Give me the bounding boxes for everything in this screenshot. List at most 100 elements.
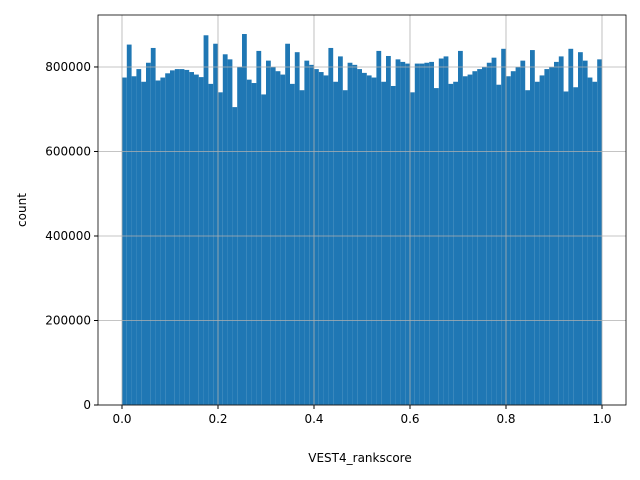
bar xyxy=(352,64,358,405)
bar xyxy=(256,50,262,405)
bar xyxy=(563,91,569,405)
bar xyxy=(582,60,588,406)
bar xyxy=(280,74,286,406)
bar xyxy=(472,71,478,406)
bar xyxy=(357,69,362,406)
bar xyxy=(376,50,382,405)
bar xyxy=(198,77,204,406)
bar xyxy=(314,69,319,406)
bar xyxy=(510,71,516,406)
y-tick-label: 400000 xyxy=(45,229,91,243)
x-tick-label: 1.0 xyxy=(592,412,611,426)
bar xyxy=(131,76,137,405)
y-tick-label: 600000 xyxy=(45,144,91,158)
bar xyxy=(434,88,439,405)
bar xyxy=(558,56,564,406)
bar xyxy=(122,77,127,405)
bar xyxy=(323,75,329,405)
bar xyxy=(266,60,271,406)
y-axis-label: count xyxy=(15,193,29,227)
bar xyxy=(126,44,132,406)
bar xyxy=(491,57,497,405)
y-tick-label: 800000 xyxy=(45,60,91,74)
bar xyxy=(462,76,468,405)
bar xyxy=(179,69,185,406)
x-tick-label: 0.8 xyxy=(496,412,515,426)
bar xyxy=(304,60,310,406)
bar xyxy=(448,83,454,406)
bar xyxy=(467,74,473,406)
bar xyxy=(232,107,238,406)
bar xyxy=(501,48,506,405)
bar xyxy=(150,47,156,406)
bar xyxy=(285,43,290,406)
bar xyxy=(208,83,214,406)
bar xyxy=(213,43,218,406)
bar xyxy=(506,76,511,405)
bar xyxy=(165,73,170,405)
bar xyxy=(405,63,410,405)
x-axis-label: VEST4_rankscore xyxy=(308,451,411,465)
bar xyxy=(386,55,391,406)
bar xyxy=(525,90,530,405)
bar xyxy=(170,70,175,405)
bar xyxy=(174,69,180,406)
bar xyxy=(141,81,146,406)
bar xyxy=(290,83,295,406)
bar xyxy=(443,56,449,406)
x-tick-label: 0.6 xyxy=(400,412,419,426)
bar xyxy=(342,90,348,405)
bar xyxy=(184,69,190,406)
bar xyxy=(251,83,257,405)
bar xyxy=(366,75,372,405)
bar xyxy=(261,94,266,406)
y-tick-label: 200000 xyxy=(45,313,91,327)
bar xyxy=(438,58,444,406)
x-tick-label: 0.4 xyxy=(304,412,323,426)
bar xyxy=(410,92,415,405)
bar xyxy=(146,62,151,405)
bar xyxy=(458,50,463,405)
bar xyxy=(328,47,334,406)
bar xyxy=(318,72,324,406)
bar xyxy=(592,81,598,406)
x-tick-label: 0.2 xyxy=(208,412,227,426)
bar xyxy=(294,52,300,405)
bar xyxy=(486,62,492,405)
bar xyxy=(222,54,228,405)
x-tick-label: 0.0 xyxy=(112,412,131,426)
bar xyxy=(496,84,502,405)
bar xyxy=(395,59,401,405)
bar xyxy=(299,90,305,405)
bar xyxy=(227,59,233,405)
bar xyxy=(347,62,353,405)
bar xyxy=(573,87,578,405)
bar xyxy=(189,72,194,406)
bar xyxy=(390,85,396,406)
bar xyxy=(429,61,434,406)
bar xyxy=(155,80,161,406)
y-tick-label: 0 xyxy=(83,398,91,412)
bar xyxy=(338,56,343,406)
bar xyxy=(419,63,425,405)
bar xyxy=(362,72,367,405)
bar xyxy=(554,61,559,406)
bar xyxy=(534,81,540,406)
bar xyxy=(371,77,377,405)
bar xyxy=(587,77,593,405)
bar xyxy=(453,81,458,406)
bar xyxy=(218,92,223,405)
bar xyxy=(568,48,574,405)
bar xyxy=(530,50,535,405)
bar xyxy=(242,34,247,405)
bar xyxy=(203,35,209,406)
bar xyxy=(578,52,583,405)
bar xyxy=(414,63,420,405)
bar xyxy=(520,60,526,406)
bar xyxy=(544,69,550,406)
bar xyxy=(194,74,199,406)
bar xyxy=(400,61,406,406)
bar xyxy=(160,77,166,405)
bar xyxy=(539,75,545,405)
